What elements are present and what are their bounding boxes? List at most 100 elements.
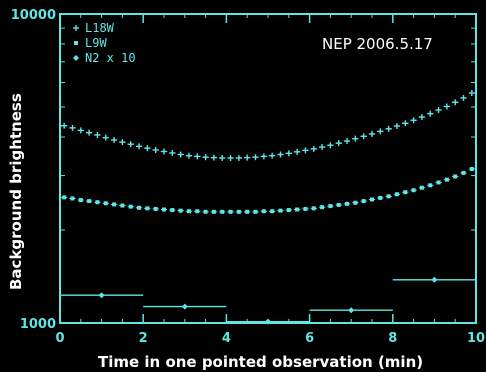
legend-label: N2 x 10: [85, 51, 136, 65]
data-point: [152, 146, 159, 153]
data-point: [444, 177, 449, 182]
data-point: [94, 131, 101, 138]
data-point: [185, 152, 192, 159]
data-point: [377, 128, 384, 135]
data-point: [431, 276, 438, 283]
data-point: [62, 195, 67, 200]
data-point: [86, 129, 93, 136]
x-tick-label: 10: [467, 331, 485, 346]
data-point: [170, 208, 175, 213]
data-point: [210, 154, 217, 161]
legend-label: L18W: [85, 21, 115, 35]
data-point: [145, 206, 150, 211]
data-point: [319, 144, 326, 151]
data-point: [393, 123, 400, 130]
data-point: [102, 134, 109, 141]
data-point: [161, 148, 167, 155]
legend-marker: [74, 41, 78, 45]
data-point: [136, 143, 143, 150]
data-point: [169, 149, 176, 156]
data-point: [435, 107, 442, 114]
data-point: [228, 209, 233, 214]
data-point: [394, 192, 399, 197]
data-point: [235, 154, 242, 161]
data-point: [285, 150, 292, 157]
data-point: [385, 125, 392, 132]
data-point: [127, 141, 134, 148]
series-2: [60, 276, 476, 325]
x-tick-label: 0: [55, 331, 64, 346]
data-point: [244, 154, 251, 161]
data-point: [468, 90, 475, 97]
data-point: [443, 103, 450, 110]
data-point: [61, 122, 68, 129]
data-point: [320, 205, 325, 210]
data-point: [370, 197, 374, 202]
data-point: [436, 180, 441, 185]
data-point: [327, 142, 334, 149]
data-point: [277, 151, 284, 158]
data-point: [78, 198, 83, 203]
data-point: [265, 318, 271, 325]
data-point: [194, 153, 201, 160]
data-point: [128, 204, 133, 209]
data-point: [418, 114, 425, 121]
data-point: [278, 208, 283, 213]
data-point: [295, 207, 300, 212]
data-point: [419, 185, 424, 190]
data-point: [181, 303, 188, 310]
data-point: [411, 188, 416, 193]
data-point: [95, 200, 100, 205]
x-tick-label: 8: [388, 331, 397, 346]
data-point: [119, 139, 126, 146]
data-point: [144, 145, 151, 152]
data-point: [378, 195, 383, 200]
data-point: [469, 167, 474, 172]
data-point: [360, 133, 367, 140]
y-tick-label: 1000: [20, 317, 56, 332]
data-point: [260, 153, 267, 160]
chart-annotation: NEP 2006.5.17: [322, 35, 433, 53]
data-point: [69, 124, 76, 131]
legend-item: L18W: [73, 21, 115, 35]
data-point: [460, 94, 467, 101]
data-point: [70, 196, 75, 201]
data-point: [195, 209, 200, 214]
data-point: [162, 207, 166, 212]
data-point: [369, 130, 375, 137]
series-0: [61, 90, 475, 161]
data-point: [270, 209, 275, 214]
data-point: [252, 154, 259, 161]
y-tick-label: 10000: [11, 8, 56, 23]
data-point: [253, 209, 258, 214]
data-point: [453, 174, 458, 179]
data-point: [87, 199, 92, 204]
data-point: [103, 201, 108, 206]
data-point: [120, 203, 125, 208]
data-point: [153, 206, 158, 211]
data-point: [202, 154, 209, 161]
data-point: [336, 202, 341, 207]
data-point: [345, 201, 350, 206]
data-point: [303, 206, 308, 211]
data-point: [98, 292, 105, 299]
data-point: [203, 209, 208, 214]
data-point: [186, 209, 191, 214]
legend-item: L9W: [74, 36, 107, 50]
data-point: [112, 202, 117, 207]
data-point: [353, 200, 358, 205]
data-point: [178, 208, 183, 213]
data-point: [286, 208, 291, 213]
data-point: [236, 209, 241, 214]
data-point: [245, 209, 250, 214]
legend-marker: [73, 25, 79, 31]
legend-label: L9W: [85, 36, 107, 50]
data-point: [428, 183, 433, 188]
x-tick-label: 6: [305, 331, 314, 346]
data-point: [219, 154, 226, 161]
data-point: [328, 204, 333, 209]
data-point: [348, 307, 355, 314]
